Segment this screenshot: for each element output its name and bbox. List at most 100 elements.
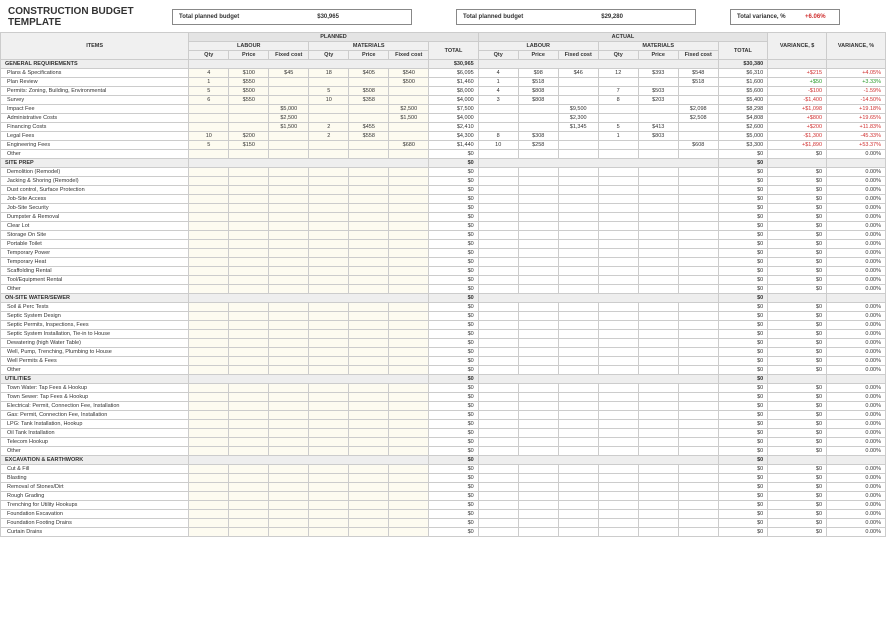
planned-cell[interactable] [269,285,309,294]
planned-cell[interactable]: $1,500 [269,123,309,132]
planned-cell[interactable] [309,339,349,348]
planned-cell[interactable] [389,429,429,438]
planned-cell[interactable] [229,240,269,249]
planned-cell[interactable] [389,384,429,393]
planned-cell[interactable] [269,519,309,528]
actual-cell[interactable] [638,303,678,312]
planned-cell[interactable] [189,483,229,492]
actual-cell[interactable] [638,483,678,492]
actual-cell[interactable] [478,402,518,411]
actual-cell[interactable] [518,402,558,411]
planned-cell[interactable]: 2 [309,132,349,141]
planned-cell[interactable] [269,87,309,96]
planned-cell[interactable] [349,438,389,447]
planned-cell[interactable] [349,402,389,411]
planned-cell[interactable] [229,348,269,357]
actual-cell[interactable] [638,267,678,276]
actual-cell[interactable] [638,204,678,213]
planned-cell[interactable] [229,222,269,231]
planned-cell[interactable] [309,348,349,357]
actual-cell[interactable] [478,276,518,285]
planned-cell[interactable] [229,330,269,339]
planned-cell[interactable]: 2 [309,123,349,132]
actual-cell[interactable] [638,312,678,321]
actual-cell[interactable]: $548 [678,69,718,78]
planned-cell[interactable] [309,321,349,330]
actual-cell[interactable] [558,519,598,528]
actual-cell[interactable] [518,393,558,402]
planned-cell[interactable]: 10 [189,132,229,141]
planned-cell[interactable] [189,528,229,537]
actual-cell[interactable] [678,411,718,420]
actual-cell[interactable] [598,519,638,528]
actual-cell[interactable] [478,510,518,519]
planned-cell[interactable] [309,510,349,519]
planned-cell[interactable] [309,429,349,438]
actual-cell[interactable] [678,519,718,528]
actual-cell[interactable] [598,177,638,186]
actual-cell[interactable]: $258 [518,141,558,150]
actual-cell[interactable] [518,249,558,258]
actual-cell[interactable]: 1 [598,132,638,141]
planned-cell[interactable] [269,330,309,339]
actual-cell[interactable] [478,366,518,375]
planned-cell[interactable] [189,339,229,348]
actual-cell[interactable] [678,321,718,330]
actual-cell[interactable]: $608 [678,141,718,150]
actual-cell[interactable]: $808 [518,96,558,105]
actual-cell[interactable] [558,501,598,510]
planned-cell[interactable] [189,303,229,312]
planned-cell[interactable] [309,186,349,195]
planned-cell[interactable] [389,285,429,294]
actual-cell[interactable] [558,276,598,285]
actual-cell[interactable] [518,447,558,456]
actual-cell[interactable] [638,321,678,330]
actual-cell[interactable] [558,357,598,366]
planned-cell[interactable] [189,285,229,294]
actual-cell[interactable]: $393 [638,69,678,78]
planned-cell[interactable] [269,402,309,411]
planned-cell[interactable] [349,168,389,177]
actual-cell[interactable]: 5 [598,123,638,132]
actual-cell[interactable] [638,492,678,501]
planned-cell[interactable] [349,258,389,267]
actual-cell[interactable] [598,348,638,357]
actual-cell[interactable] [638,429,678,438]
planned-cell[interactable] [389,465,429,474]
planned-cell[interactable] [269,510,309,519]
planned-cell[interactable] [189,150,229,159]
actual-cell[interactable] [678,132,718,141]
planned-cell[interactable] [389,438,429,447]
actual-cell[interactable] [598,285,638,294]
actual-cell[interactable] [678,465,718,474]
planned-cell[interactable]: 10 [309,96,349,105]
planned-cell[interactable] [309,474,349,483]
actual-cell[interactable] [638,285,678,294]
planned-cell[interactable] [349,105,389,114]
actual-cell[interactable] [478,249,518,258]
actual-cell[interactable] [678,177,718,186]
planned-cell[interactable] [189,123,229,132]
actual-cell[interactable] [558,96,598,105]
actual-cell[interactable] [678,312,718,321]
actual-cell[interactable] [518,114,558,123]
planned-cell[interactable] [389,267,429,276]
planned-cell[interactable] [349,393,389,402]
actual-cell[interactable] [518,168,558,177]
planned-cell[interactable] [189,501,229,510]
planned-cell[interactable] [309,204,349,213]
planned-cell[interactable] [189,114,229,123]
actual-cell[interactable] [478,258,518,267]
actual-cell[interactable] [518,501,558,510]
planned-cell[interactable] [189,105,229,114]
actual-cell[interactable]: 7 [598,87,638,96]
actual-cell[interactable] [518,339,558,348]
actual-cell[interactable] [638,438,678,447]
actual-cell[interactable] [518,195,558,204]
actual-cell[interactable] [558,78,598,87]
actual-cell[interactable] [518,231,558,240]
actual-cell[interactable] [518,519,558,528]
planned-cell[interactable] [349,483,389,492]
actual-cell[interactable]: 12 [598,69,638,78]
planned-cell[interactable] [389,312,429,321]
